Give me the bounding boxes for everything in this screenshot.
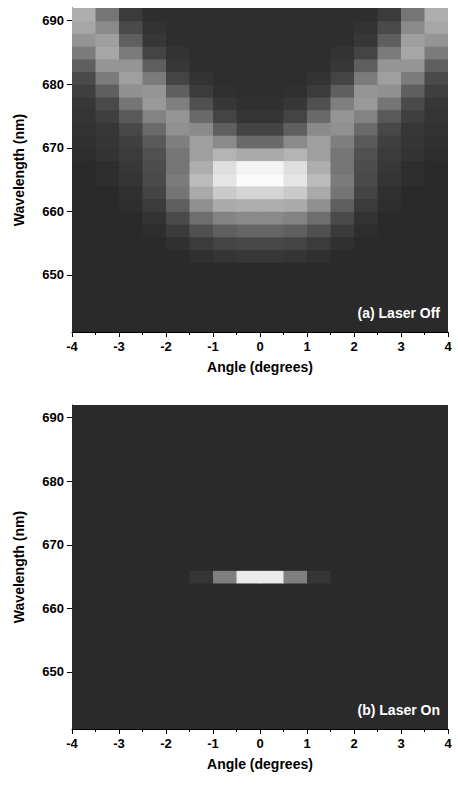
svg-text:-4: -4 xyxy=(66,339,78,354)
svg-text:-2: -2 xyxy=(160,736,172,751)
svg-text:680: 680 xyxy=(42,474,64,489)
svg-text:690: 690 xyxy=(42,410,64,425)
svg-text:0: 0 xyxy=(256,339,263,354)
svg-text:Angle (degrees): Angle (degrees) xyxy=(207,359,313,375)
svg-text:Wavelength (nm): Wavelength (nm) xyxy=(11,114,27,226)
svg-text:-3: -3 xyxy=(113,736,125,751)
svg-text:0: 0 xyxy=(256,736,263,751)
svg-text:650: 650 xyxy=(42,267,64,282)
svg-text:-1: -1 xyxy=(207,339,219,354)
svg-text:670: 670 xyxy=(42,537,64,552)
svg-text:Angle (degrees): Angle (degrees) xyxy=(207,756,313,772)
svg-text:-4: -4 xyxy=(66,736,78,751)
svg-text:(b) Laser On: (b) Laser On xyxy=(358,702,440,718)
svg-text:4: 4 xyxy=(444,736,452,751)
svg-text:680: 680 xyxy=(42,77,64,92)
svg-text:3: 3 xyxy=(397,339,404,354)
svg-text:670: 670 xyxy=(42,140,64,155)
svg-text:660: 660 xyxy=(42,204,64,219)
svg-text:-1: -1 xyxy=(207,736,219,751)
svg-text:650: 650 xyxy=(42,664,64,679)
svg-text:2: 2 xyxy=(350,339,357,354)
svg-text:1: 1 xyxy=(303,339,310,354)
svg-text:-3: -3 xyxy=(113,339,125,354)
svg-text:3: 3 xyxy=(397,736,404,751)
svg-text:690: 690 xyxy=(42,13,64,28)
svg-text:1: 1 xyxy=(303,736,310,751)
svg-text:660: 660 xyxy=(42,601,64,616)
svg-text:2: 2 xyxy=(350,736,357,751)
svg-text:Wavelength (nm): Wavelength (nm) xyxy=(11,511,27,623)
svg-text:-2: -2 xyxy=(160,339,172,354)
svg-text:4: 4 xyxy=(444,339,452,354)
svg-text:(a) Laser Off: (a) Laser Off xyxy=(358,305,441,321)
